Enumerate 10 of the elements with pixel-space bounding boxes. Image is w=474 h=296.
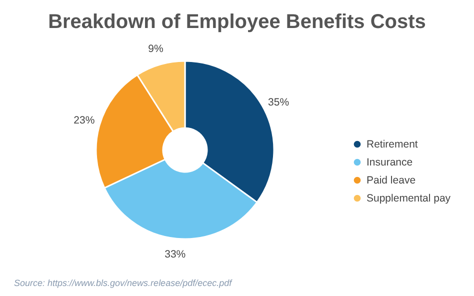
legend-label: Insurance — [366, 156, 413, 168]
data-label: 35% — [268, 96, 290, 108]
legend-label: Paid leave — [366, 174, 416, 186]
legend-label: Retirement — [366, 138, 418, 150]
data-label: 9% — [148, 43, 164, 56]
source-note: Source: https://www.bls.gov/news.release/pdf/ecec.pdf — [14, 278, 234, 288]
data-label: 33% — [164, 248, 186, 261]
chart-title: Breakdown of Employee Benefits Costs — [48, 11, 426, 34]
legend-label: Supplemental pay — [366, 192, 452, 204]
data-label: 23% — [74, 114, 95, 127]
